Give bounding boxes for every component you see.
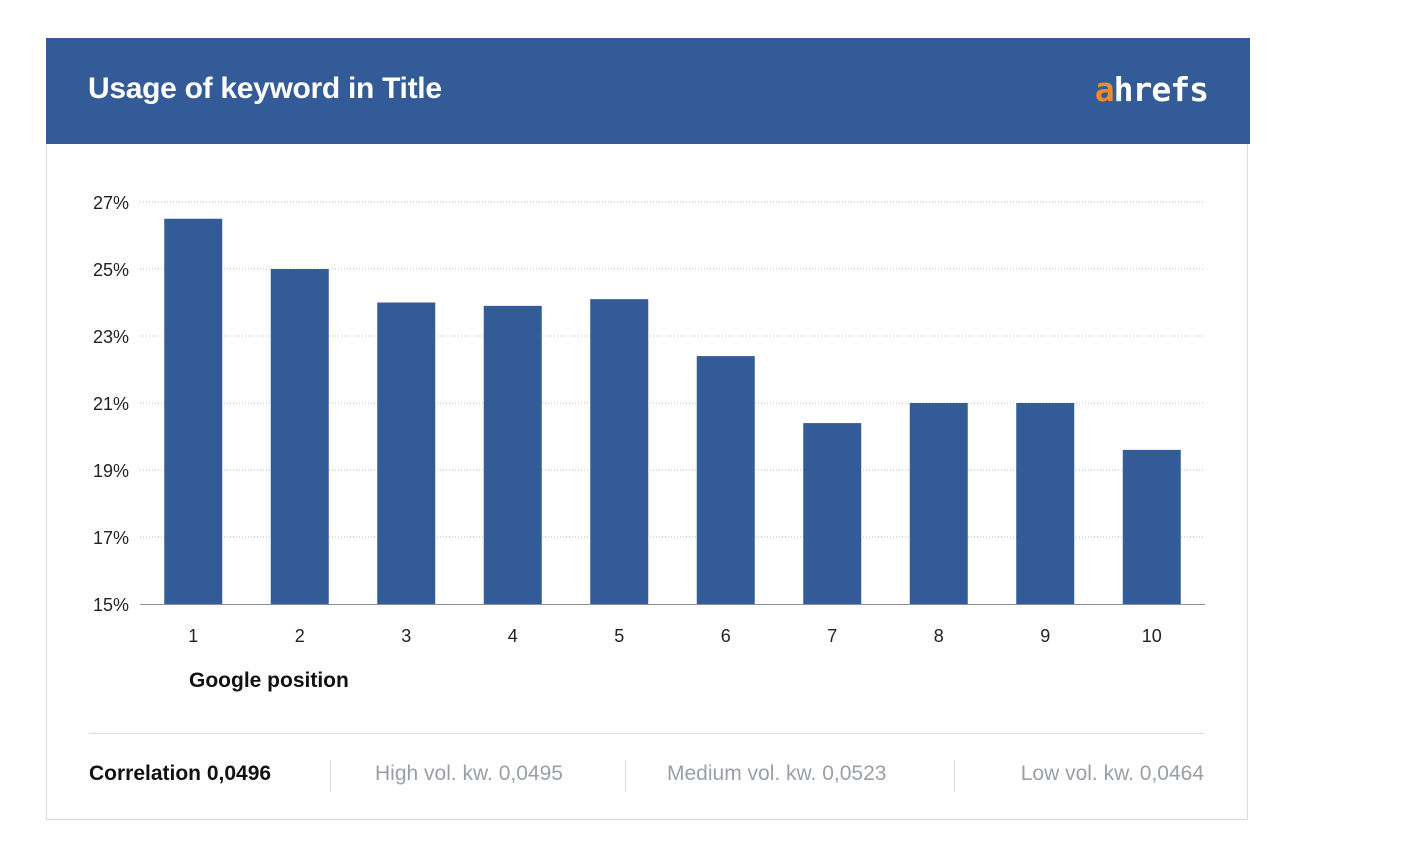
bar [696,356,755,604]
stat-separator [330,760,331,792]
x-tick-label: 10 [1142,626,1162,646]
y-tick-label: 15% [93,595,129,615]
logo-accent-letter: a [1094,70,1115,109]
footer-divider [89,733,1204,734]
correlation-stats: Correlation 0,0496 High vol. kw. 0,0495 … [89,758,1204,798]
x-axis-title: Google position [189,669,349,692]
y-tick-label: 17% [93,528,129,548]
high-volume-correlation: High vol. kw. 0,0495 [375,762,563,785]
stat-separator [625,760,626,792]
x-tick-label: 6 [721,626,731,646]
bar [1122,449,1181,604]
logo-text: hrefs [1113,70,1209,109]
chart-title: Usage of keyword in Title [88,72,442,105]
y-tick-label: 21% [93,394,129,414]
x-axis-ticks: 1 2 3 4 5 6 7 8 9 10 [188,626,1162,646]
bar [909,403,968,604]
x-tick-label: 4 [508,626,518,646]
y-tick-label: 27% [93,193,129,213]
bar [164,218,223,604]
medium-volume-correlation: Medium vol. kw. 0,0523 [667,762,887,785]
x-tick-label: 1 [188,626,198,646]
overall-correlation: Correlation 0,0496 [89,762,272,785]
bar [803,423,862,604]
ahrefs-logo[interactable]: ahrefs [1094,70,1209,109]
y-tick-label: 19% [93,461,129,481]
x-tick-label: 7 [827,626,837,646]
x-tick-label: 2 [295,626,305,646]
bars [164,218,1181,604]
bar [483,305,542,604]
stat-separator [954,760,955,792]
y-tick-label: 25% [93,260,129,280]
x-tick-label: 9 [1040,626,1050,646]
low-volume-correlation: Low vol. kw. 0,0464 [1020,762,1204,785]
bar [590,299,649,604]
x-tick-label: 8 [934,626,944,646]
x-tick-label: 3 [401,626,411,646]
bar [1016,403,1075,604]
x-tick-label: 5 [614,626,624,646]
y-axis-ticks: 15% 17% 19% 21% 23% 25% 27% [93,193,129,615]
chart-header: Usage of keyword in Title ahrefs [46,38,1250,144]
bar [377,302,436,604]
y-tick-label: 23% [93,327,129,347]
bar [270,269,329,604]
